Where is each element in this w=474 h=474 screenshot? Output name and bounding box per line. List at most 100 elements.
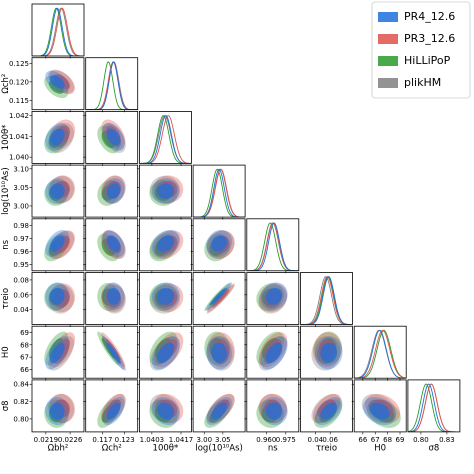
y-axis-label: Ωch² [1, 74, 11, 94]
marginal-curve [139, 115, 192, 164]
contour [49, 128, 65, 146]
contour [49, 235, 65, 252]
x-tick-label: 0.123 [115, 436, 135, 444]
y-tick-label: 67 [20, 354, 29, 362]
panel-frame [192, 379, 246, 433]
panel [97, 393, 126, 428]
panel-frame [192, 218, 246, 272]
contour [49, 402, 65, 420]
contour [211, 402, 227, 420]
y-tick-label: 3.10 [13, 165, 29, 173]
panel-frame [246, 379, 300, 433]
x-axis-label: Ωch² [102, 444, 122, 454]
panel-frame [300, 379, 353, 433]
panel [204, 229, 235, 262]
marginal-curve [246, 222, 299, 271]
y-tick-label: 0.125 [9, 60, 29, 68]
x-tick-label: 0.975 [276, 436, 296, 444]
x-tick-label: 0.117 [92, 436, 112, 444]
y-tick-label: 3.05 [13, 184, 29, 192]
x-axis-label: τreio [316, 444, 337, 454]
x-tick-label: 1.0403 [140, 436, 165, 444]
panel-frame [138, 272, 192, 325]
contour [211, 342, 227, 363]
marginal-curve [85, 61, 138, 110]
y-tick-label: 69 [20, 329, 29, 337]
x-tick-label: 69 [396, 436, 405, 444]
panel-frame [246, 325, 300, 379]
panel [44, 69, 76, 99]
panel-frame [246, 218, 300, 272]
panel [97, 229, 126, 262]
contour [265, 287, 283, 305]
contour [212, 288, 230, 307]
panel-frame [31, 57, 85, 111]
panel-frame [300, 325, 353, 379]
contour [106, 402, 121, 420]
marginal-curve [193, 168, 246, 218]
legend-swatch [378, 56, 398, 66]
y-tick-label: 0.95 [13, 261, 29, 269]
marginal-curve [407, 383, 460, 432]
marginal-curve [300, 276, 353, 325]
y-tick-label: 0.96 [13, 248, 29, 256]
legend-swatch [378, 12, 398, 22]
panel [149, 229, 184, 262]
panel-frame [407, 379, 461, 433]
panel-frame [192, 272, 246, 325]
y-tick-label: 0.06 [13, 291, 29, 299]
x-axis-label: ns [268, 444, 278, 454]
panel-frame [85, 111, 139, 164]
marginal-curve [139, 115, 192, 164]
marginal-curve [300, 276, 353, 325]
marginal-curve [193, 168, 246, 218]
x-axis-label: Ωbh² [48, 444, 69, 454]
panel [149, 175, 184, 206]
panel-frame [31, 218, 85, 272]
y-tick-label: 0.84 [13, 381, 29, 389]
x-tick-label: 0.06 [322, 436, 338, 444]
contour [211, 287, 227, 305]
panel-frame [31, 164, 85, 218]
marginal-curve [407, 383, 460, 432]
marginal-curve [32, 7, 84, 56]
panel [44, 393, 76, 428]
contour [265, 402, 283, 420]
panel-frame [31, 272, 85, 325]
marginal-curve [300, 276, 353, 325]
panel-frame [31, 3, 85, 57]
panel [97, 119, 126, 154]
panel-frame [246, 272, 300, 325]
panel [44, 175, 76, 206]
x-axis-label: 100θ* [153, 444, 179, 454]
legend-label: PR4_12.6 [404, 10, 455, 23]
x-tick-label: 0.83 [439, 436, 455, 444]
panel-frame [138, 218, 192, 272]
y-axis-label: ns [1, 239, 11, 249]
panel-frame [192, 325, 246, 379]
marginal-curve [354, 329, 407, 379]
y-tick-label: 0.08 [13, 276, 29, 284]
panel-frame [85, 164, 139, 218]
contour [106, 287, 121, 305]
panel-frame [31, 379, 85, 433]
contour [157, 183, 175, 199]
marginal-curve [193, 168, 246, 218]
contour [157, 402, 175, 420]
y-axis-label: 100θ* [1, 125, 11, 151]
y-tick-label: 1.040 [9, 154, 29, 162]
panel-frame [138, 111, 192, 164]
legend-swatch [378, 78, 398, 88]
panel [149, 331, 184, 371]
contour [157, 235, 175, 252]
y-axis-label: τreio [1, 288, 11, 309]
y-tick-label: 1.041 [9, 133, 29, 141]
x-tick-label: 0.80 [413, 436, 429, 444]
contour [106, 342, 121, 363]
panel [97, 331, 126, 371]
marginal-curve [85, 61, 138, 110]
panel-frame [85, 379, 139, 433]
marginal-curve [139, 115, 192, 164]
contour [320, 342, 338, 363]
